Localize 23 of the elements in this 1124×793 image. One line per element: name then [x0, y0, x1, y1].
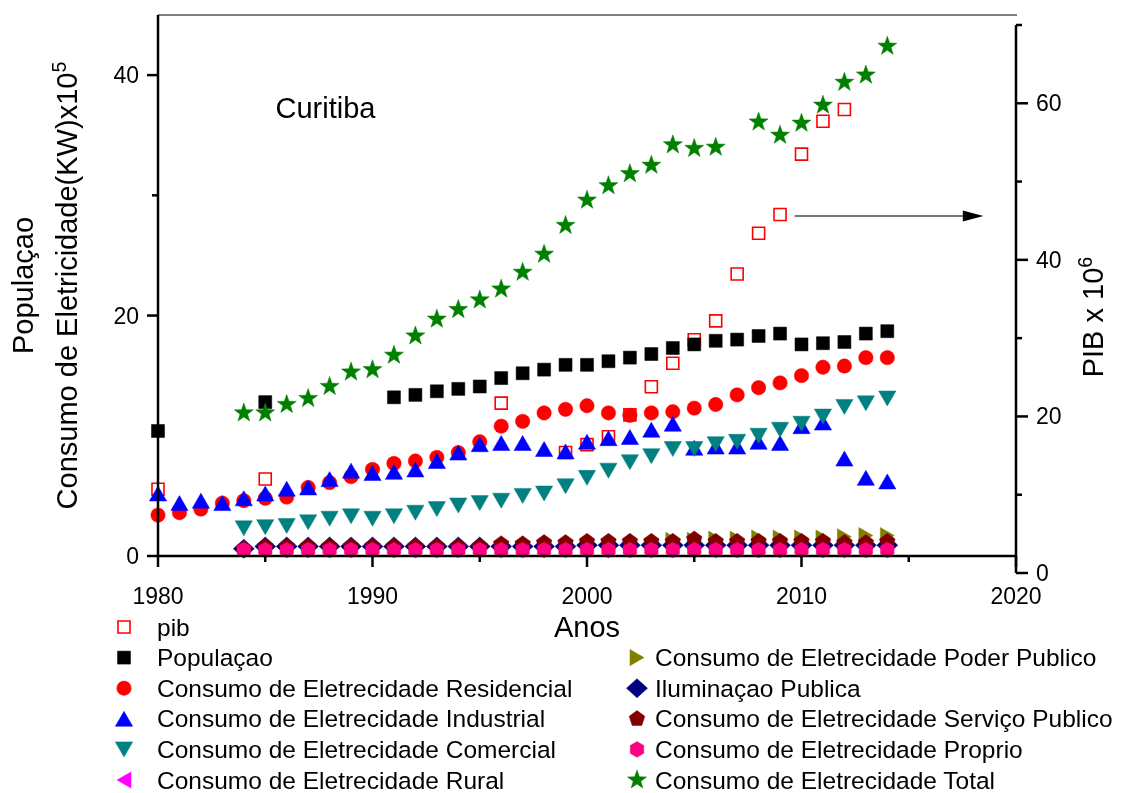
x-tick-label: 1990	[346, 583, 399, 609]
y-tick-label: 40	[113, 62, 139, 89]
legend-label: Consumo de Eletrecidade Proprio	[655, 735, 1023, 763]
x-tick-label: 2010	[775, 583, 828, 609]
y-tick-label: 0	[126, 543, 139, 570]
legend-label: Consumo de Eletrecidade Industrial	[157, 705, 546, 733]
x-tick-label: 1980	[132, 583, 184, 609]
legend-label: Iluminaçao Publica	[655, 674, 862, 702]
legend-label: Consumo de Eletrecidade Comercial	[157, 735, 556, 763]
y2-tick-label: 20	[1036, 403, 1062, 430]
y-tick-label: 20	[113, 302, 139, 329]
annotation: Curitiba	[275, 91, 377, 124]
legend-label: Consumo de Eletrecidade Total	[655, 766, 996, 793]
x-axis-title: Anos	[553, 611, 621, 643]
legend-label: Populaçao	[157, 644, 273, 672]
legend-label: Consumo de Eletrecidade Residencial	[157, 674, 573, 702]
y2-tick-label: 60	[1036, 90, 1062, 117]
legend-label: Consumo de Eletrecidade Serviço Publico	[655, 705, 1113, 733]
legend-label: Consumo de Eletrecidade Poder Publico	[655, 644, 1097, 672]
legend-label: pib	[157, 613, 190, 641]
legend-label: Consumo de Eletrecidade Rural	[157, 766, 505, 793]
y2-tick-label: 40	[1036, 246, 1062, 273]
x-tick-label: 2000	[561, 583, 613, 609]
